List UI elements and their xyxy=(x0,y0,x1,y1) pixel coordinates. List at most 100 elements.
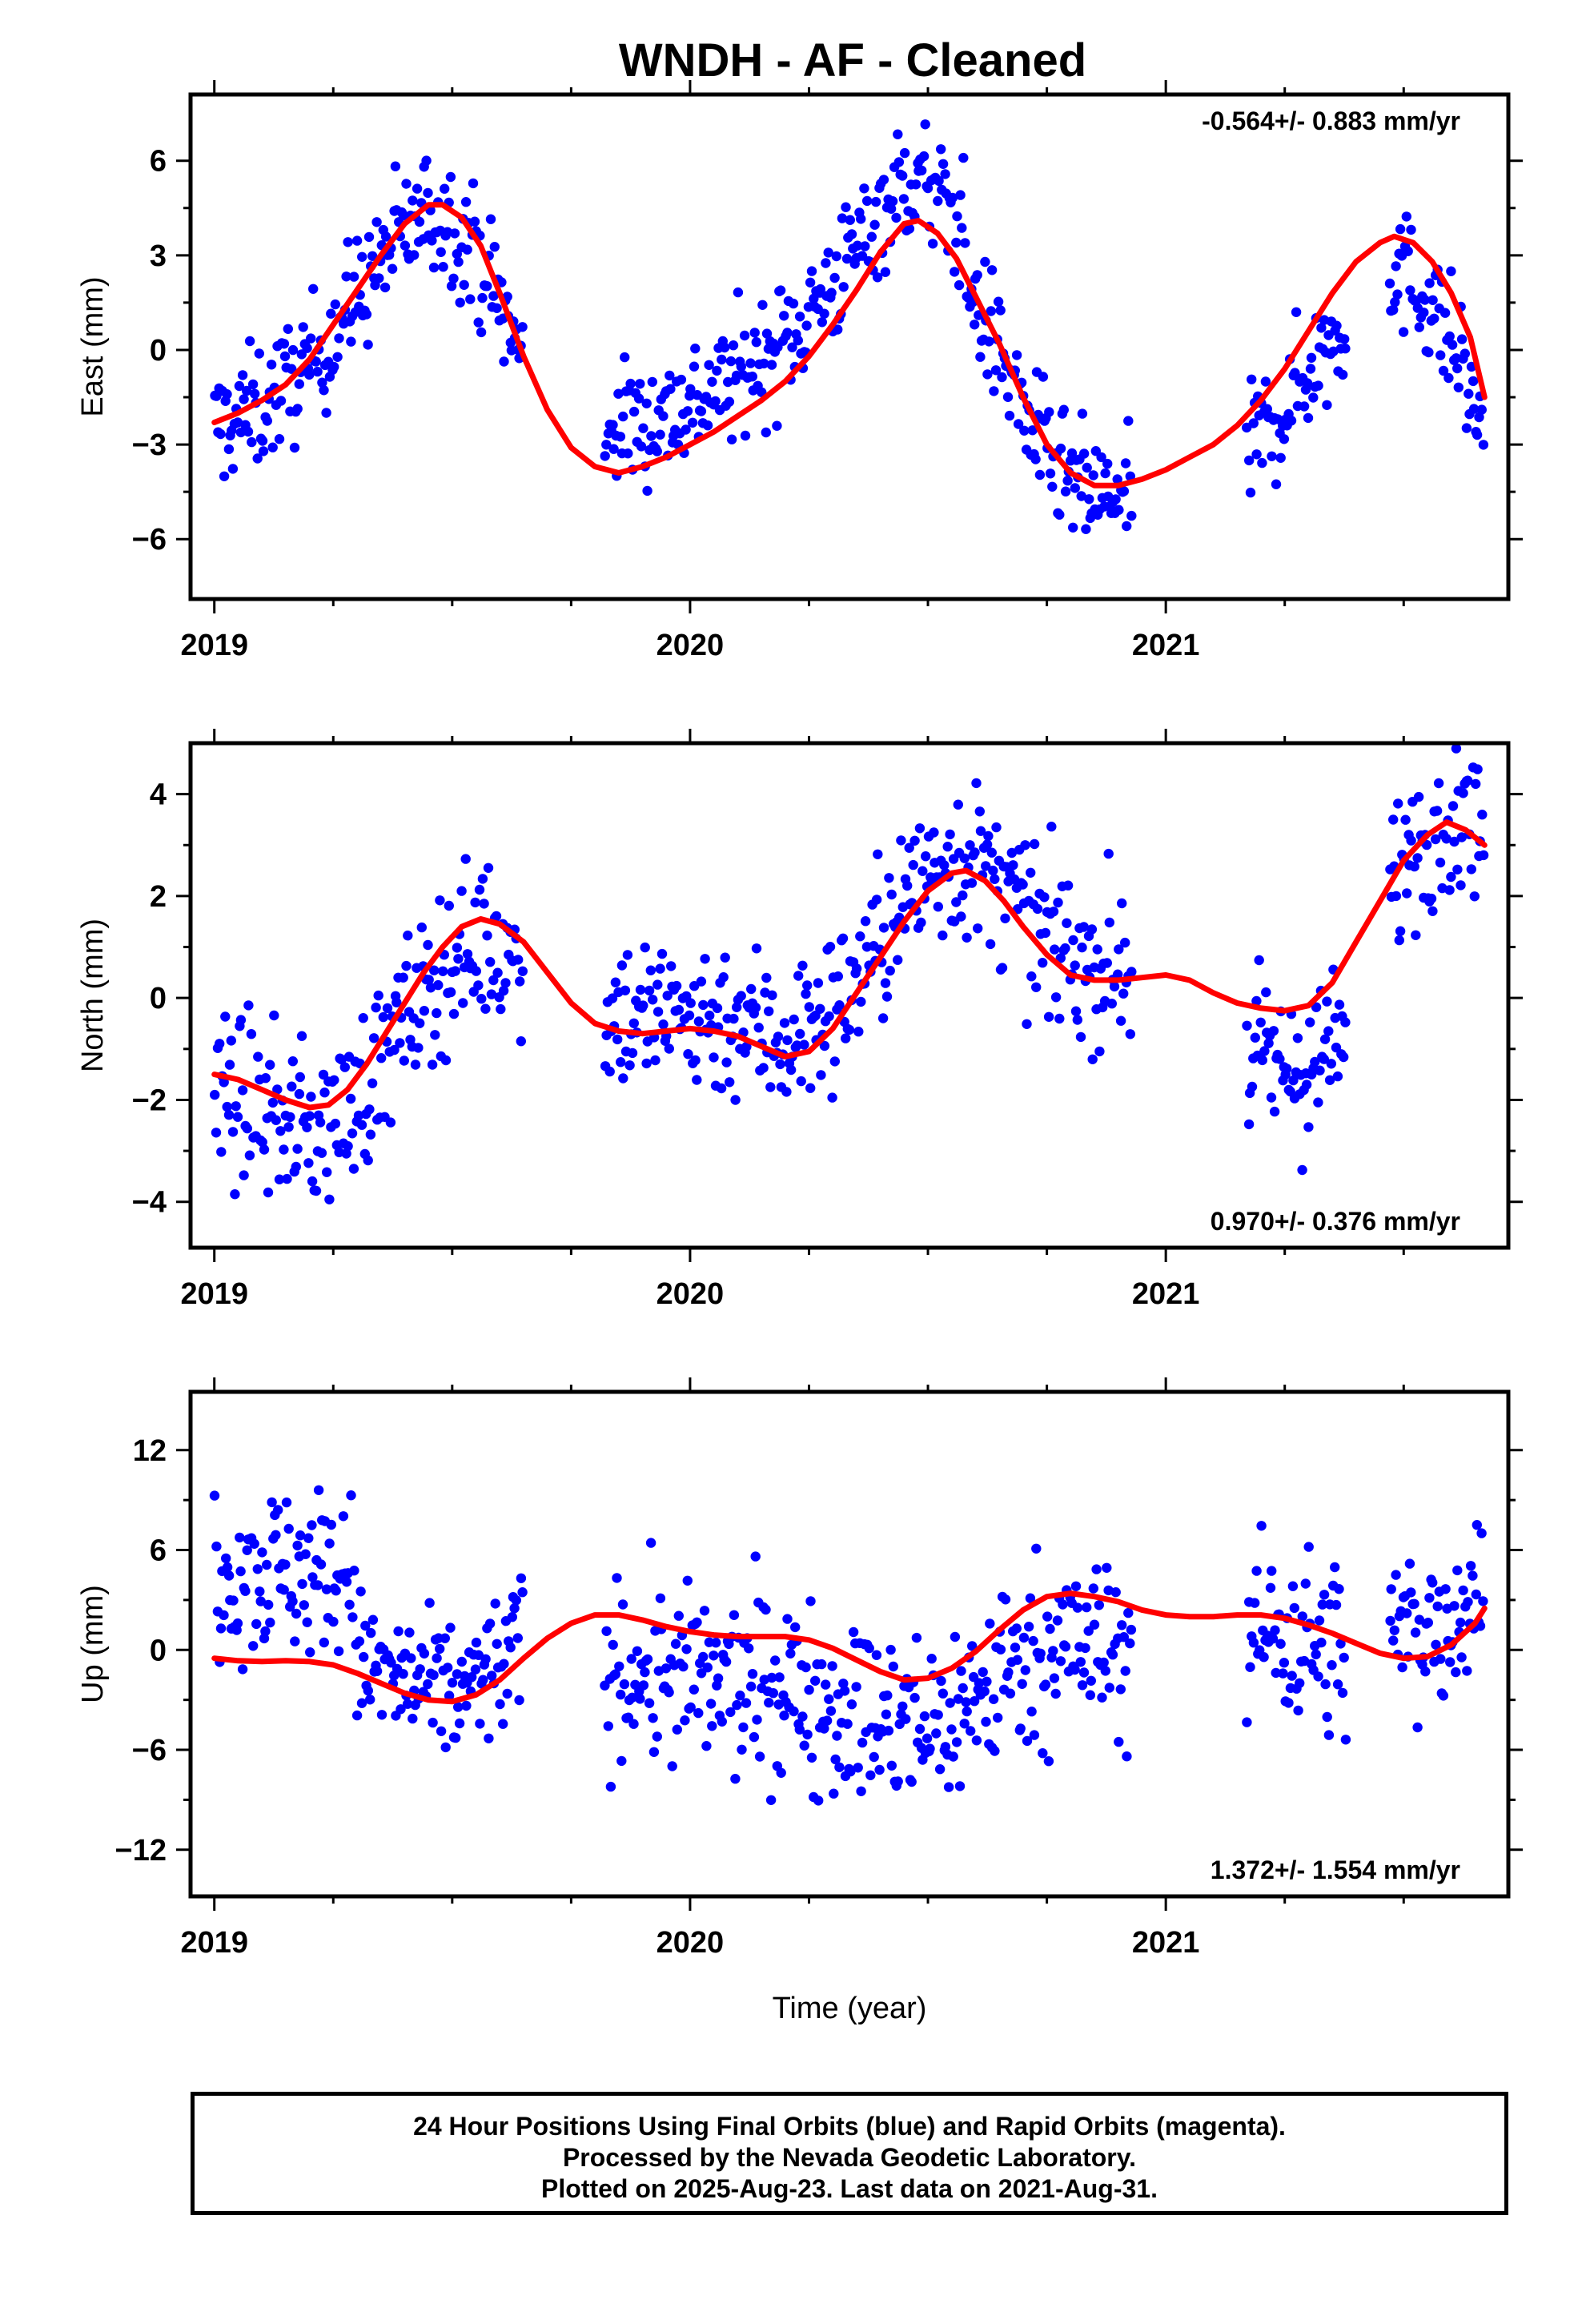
data-point xyxy=(768,1688,779,1699)
data-point xyxy=(282,1173,292,1184)
data-point xyxy=(1330,1562,1340,1573)
data-point xyxy=(1055,953,1066,963)
data-point xyxy=(893,955,903,965)
data-point xyxy=(1453,382,1464,392)
data-point xyxy=(513,955,524,965)
data-point xyxy=(954,279,965,291)
data-point xyxy=(1305,1017,1315,1027)
data-point xyxy=(1431,806,1443,816)
y-tick-label: 4 xyxy=(150,778,167,812)
data-point xyxy=(262,1559,272,1570)
data-point xyxy=(423,187,433,199)
data-point xyxy=(951,1737,962,1747)
data-point xyxy=(232,417,243,428)
data-point xyxy=(378,1011,388,1023)
data-point xyxy=(993,1712,1003,1723)
data-point xyxy=(648,995,658,1005)
data-point xyxy=(360,1620,371,1631)
caption-line-2: Processed by the Nevada Geodetic Laborat… xyxy=(562,2143,1137,2172)
data-point xyxy=(825,942,836,952)
data-point xyxy=(1464,388,1474,399)
x-tick-label: 2020 xyxy=(656,1926,725,1960)
data-point xyxy=(490,1598,500,1609)
data-point xyxy=(1337,1687,1348,1699)
data-point xyxy=(834,1000,845,1011)
data-point xyxy=(1447,801,1459,811)
data-point xyxy=(1070,483,1081,493)
data-point xyxy=(1054,509,1065,520)
data-point xyxy=(916,917,926,928)
data-point xyxy=(1405,285,1415,296)
data-point xyxy=(1040,1679,1051,1690)
data-point xyxy=(640,942,650,953)
data-point xyxy=(334,333,344,344)
data-point xyxy=(1391,1570,1401,1580)
data-point xyxy=(1046,822,1057,832)
data-point xyxy=(1311,1002,1322,1012)
data-point xyxy=(914,823,926,834)
data-point xyxy=(1468,376,1479,387)
data-point xyxy=(1102,1562,1112,1574)
data-point xyxy=(259,1144,270,1155)
data-point xyxy=(287,1596,298,1606)
data-point xyxy=(1087,1054,1098,1065)
data-point xyxy=(1412,853,1423,863)
data-point xyxy=(404,1627,415,1638)
data-point xyxy=(1313,1671,1323,1682)
data-point xyxy=(826,287,837,298)
data-point xyxy=(254,348,264,359)
data-point xyxy=(945,829,955,840)
data-point xyxy=(725,1707,736,1718)
data-point xyxy=(1406,835,1416,846)
data-point xyxy=(749,328,760,338)
data-point xyxy=(1266,1092,1277,1103)
data-point xyxy=(827,1092,837,1103)
data-point xyxy=(1097,1692,1107,1703)
data-point xyxy=(399,1055,409,1066)
data-point xyxy=(485,214,496,224)
data-point xyxy=(1389,1625,1400,1636)
data-point xyxy=(324,1538,335,1549)
model-fit-line xyxy=(211,1590,1488,1705)
data-point xyxy=(896,835,906,846)
data-point xyxy=(1391,261,1401,271)
data-point xyxy=(275,1126,286,1136)
data-point xyxy=(222,1562,233,1573)
data-point xyxy=(1339,334,1350,344)
data-point xyxy=(919,1711,930,1722)
data-point xyxy=(693,1016,705,1027)
data-point xyxy=(1104,1683,1115,1693)
data-point xyxy=(235,1015,247,1025)
y-tick-label: −6 xyxy=(132,523,167,557)
data-point xyxy=(368,1033,379,1043)
data-point xyxy=(761,972,772,983)
data-point xyxy=(403,931,413,941)
data-point xyxy=(793,971,804,981)
data-point xyxy=(421,155,432,166)
data-point xyxy=(1028,1635,1038,1647)
data-point xyxy=(1247,374,1257,384)
data-point xyxy=(829,272,840,283)
data-point xyxy=(995,305,1006,316)
data-point xyxy=(1391,891,1402,902)
data-point xyxy=(1075,1031,1086,1043)
data-point xyxy=(813,1795,824,1806)
data-point xyxy=(995,1644,1006,1655)
data-point xyxy=(938,159,949,169)
data-point xyxy=(638,1000,648,1011)
data-point xyxy=(635,984,646,995)
data-point xyxy=(455,297,465,308)
data-point xyxy=(1043,1756,1054,1767)
data-point xyxy=(487,1671,497,1681)
data-point xyxy=(1406,224,1416,235)
data-point xyxy=(1287,1581,1299,1591)
data-point xyxy=(990,874,1000,885)
data-point xyxy=(1451,743,1462,754)
data-point xyxy=(1452,864,1463,875)
data-point xyxy=(326,1519,336,1530)
data-point xyxy=(322,1167,332,1177)
data-point xyxy=(1015,1723,1026,1734)
data-point xyxy=(1316,1637,1327,1648)
data-point xyxy=(1070,1581,1082,1592)
data-point xyxy=(456,886,467,896)
